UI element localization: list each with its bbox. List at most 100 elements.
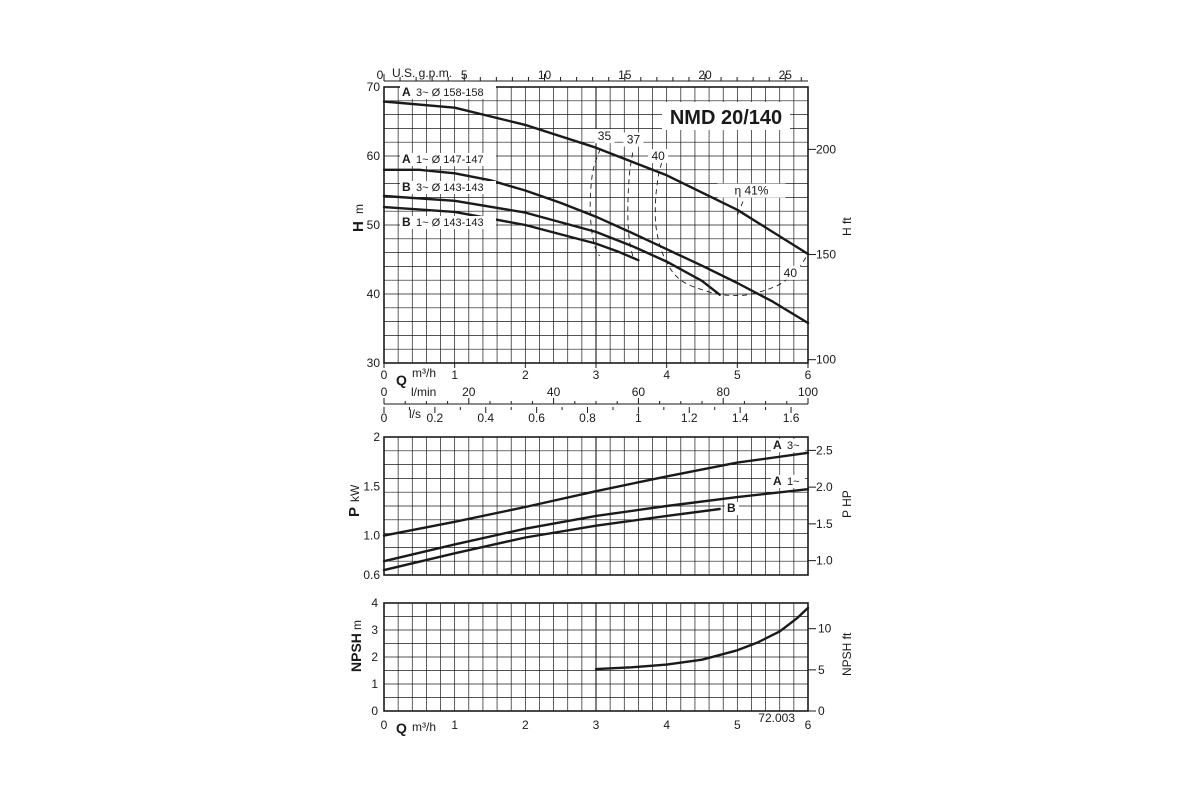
head-series-label-letter: B [402, 180, 411, 194]
npsh-y-tick-label: 2 [371, 650, 378, 664]
q-axis-tick-label: 6 [805, 368, 812, 382]
power-right-tick-label: 2.0 [816, 480, 833, 494]
head-curve [382, 168, 810, 325]
npsh-grid [383, 602, 809, 712]
ls-axis-tick-label: 1.2 [681, 411, 698, 425]
npsh-x-tick-label: 5 [734, 718, 741, 732]
head-series-label-bg [400, 86, 496, 99]
power-curve [382, 451, 810, 537]
lmin-axis-tick-label: 40 [547, 385, 561, 399]
efficiency-label: 37 [627, 133, 641, 147]
power-y-tick-label: 0.6 [363, 568, 380, 582]
npsh-curve [594, 606, 810, 671]
lmin-axis-label: l/min [411, 385, 436, 399]
top-axis-tick-label: 20 [698, 68, 712, 82]
efficiency-line [627, 152, 634, 257]
head-right-tick-label: 150 [816, 248, 836, 262]
efficiency-label-bg [623, 132, 644, 147]
head-series-label-bg [400, 181, 496, 194]
power-series-label-bg [771, 439, 805, 452]
npsh-y-tick-label: 1 [371, 677, 378, 691]
npsh-right-axis-label: NPSH ft [840, 632, 854, 676]
efficiency-line [654, 162, 807, 297]
chart-title: NMD 20/140 [670, 107, 782, 129]
npsh-y-tick-label: 3 [371, 623, 378, 637]
head-y-tick-label: 40 [367, 287, 381, 301]
ls-axis-tick-label: 1.6 [783, 411, 800, 425]
power-series-label-bg [725, 502, 739, 515]
power-series-label-letter: A [773, 438, 782, 452]
ls-axis-tick-label: 0 [381, 411, 388, 425]
efficiency-label-bg [594, 129, 615, 144]
lmin-axis-tick-label: 20 [462, 385, 476, 399]
head-y-axis-unit: m [352, 204, 366, 214]
figure-id: 72.003 [758, 711, 795, 725]
npsh-right-tick-label: 0 [818, 704, 825, 718]
head-series-label-text: 1~ Ø 147-147 [416, 154, 484, 166]
npsh-y-axis-label: NPSH [348, 633, 364, 672]
lmin-axis-tick-label: 80 [717, 385, 731, 399]
efficiency-label-bg [648, 149, 669, 164]
power-series-label-text: 3~ [787, 440, 800, 452]
power-series-label-letter: A [773, 474, 782, 488]
power-y-tick-label: 1.0 [363, 529, 380, 543]
head-right-axis-label: H ft [840, 217, 854, 236]
head-y-tick-label: 60 [367, 149, 381, 163]
efficiency-label: 40 [652, 149, 666, 163]
top-axis-tick-label: 5 [461, 68, 468, 82]
head-right-tick-label: 200 [816, 142, 836, 156]
power-series-label-bg [771, 475, 805, 488]
q-axis-tick-label: 3 [593, 368, 600, 382]
npsh-y-tick-label: 0 [371, 704, 378, 718]
power-right-tick-label: 1.5 [816, 517, 833, 531]
head-right-tick-label: 100 [816, 353, 836, 367]
head-curve [382, 194, 721, 296]
head-series-label-letter: A [402, 152, 411, 166]
head-series-label-bg [400, 153, 496, 166]
q-axis-tick-label: 2 [522, 368, 529, 382]
npsh-x-tick-label: 0 [381, 718, 388, 732]
power-right-tick-label: 1.0 [816, 554, 833, 568]
efficiency-line [589, 148, 601, 257]
head-series-label-letter: A [402, 85, 411, 99]
lmin-axis-tick-label: 60 [632, 385, 646, 399]
lmin-axis-tick-label: 0 [381, 385, 388, 399]
efficiency-line [736, 201, 744, 216]
npsh-y-tick-label: 4 [371, 596, 378, 610]
power-series-label-text: 1~ [787, 476, 800, 488]
power-frame [383, 436, 809, 576]
top-axis-tick-label: 25 [779, 68, 793, 82]
ls-axis-label: l/s [409, 407, 421, 421]
power-y-tick-label: 1.5 [363, 479, 380, 493]
npsh-x-tick-label: 2 [522, 718, 529, 732]
head-y-axis-label: H [350, 221, 367, 232]
npsh-right-tick-label: 10 [818, 622, 832, 636]
power-y-tick-label: 2 [373, 430, 380, 444]
efficiency-label: 40 [784, 266, 798, 280]
power-curve [382, 507, 721, 572]
ls-axis-tick-label: 1.4 [732, 411, 749, 425]
ls-axis-tick-label: 1 [635, 411, 642, 425]
top-axis-tick-label: 0 [377, 68, 384, 82]
head-series-label-letter: B [402, 215, 411, 229]
head-grid [383, 86, 809, 364]
q-axis-q-label: Q [396, 372, 407, 388]
top-axis-tick-label: 10 [538, 68, 552, 82]
efficiency-label-bg [780, 265, 801, 280]
npsh-x-tick-label: 4 [663, 718, 670, 732]
npsh-right-tick-label: 5 [818, 663, 825, 677]
npsh-x-tick-label: 6 [805, 718, 812, 732]
q-axis-tick-label: 5 [734, 368, 741, 382]
title-bg [662, 102, 790, 130]
q-axis-unit: m³/h [412, 366, 436, 380]
ls-axis-tick-label: 0.4 [477, 411, 494, 425]
top-axis-label: U.S. g.p.m. [392, 66, 452, 80]
head-series-label-text: 3~ Ø 158-158 [416, 87, 484, 99]
npsh-q-label: Q [396, 720, 407, 736]
npsh-frame [383, 602, 809, 712]
top-axis-tick-label: 15 [618, 68, 632, 82]
q-axis-tick-label: 1 [451, 368, 458, 382]
npsh-x-tick-label: 3 [593, 718, 600, 732]
efficiency-label: 35 [598, 129, 612, 143]
